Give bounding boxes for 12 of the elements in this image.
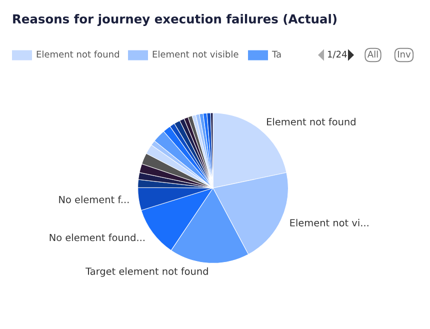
text: 1/24 — [328, 50, 347, 58]
text: All — [367, 50, 378, 58]
text: Element not found — [36, 50, 119, 58]
slice-label: Element not found — [267, 118, 356, 126]
text: Ta — [272, 50, 281, 58]
chart-title: Reasons for journey execution failures (Actual) — [13, 14, 336, 26]
slice-label: No element f... — [59, 196, 129, 204]
slice-label: Target element not found — [86, 267, 208, 277]
slice-label: Element not vi... — [290, 218, 368, 226]
slice-label: No element found... — [50, 234, 144, 242]
text: Inv — [398, 50, 411, 58]
text: Element not visible — [152, 50, 238, 58]
